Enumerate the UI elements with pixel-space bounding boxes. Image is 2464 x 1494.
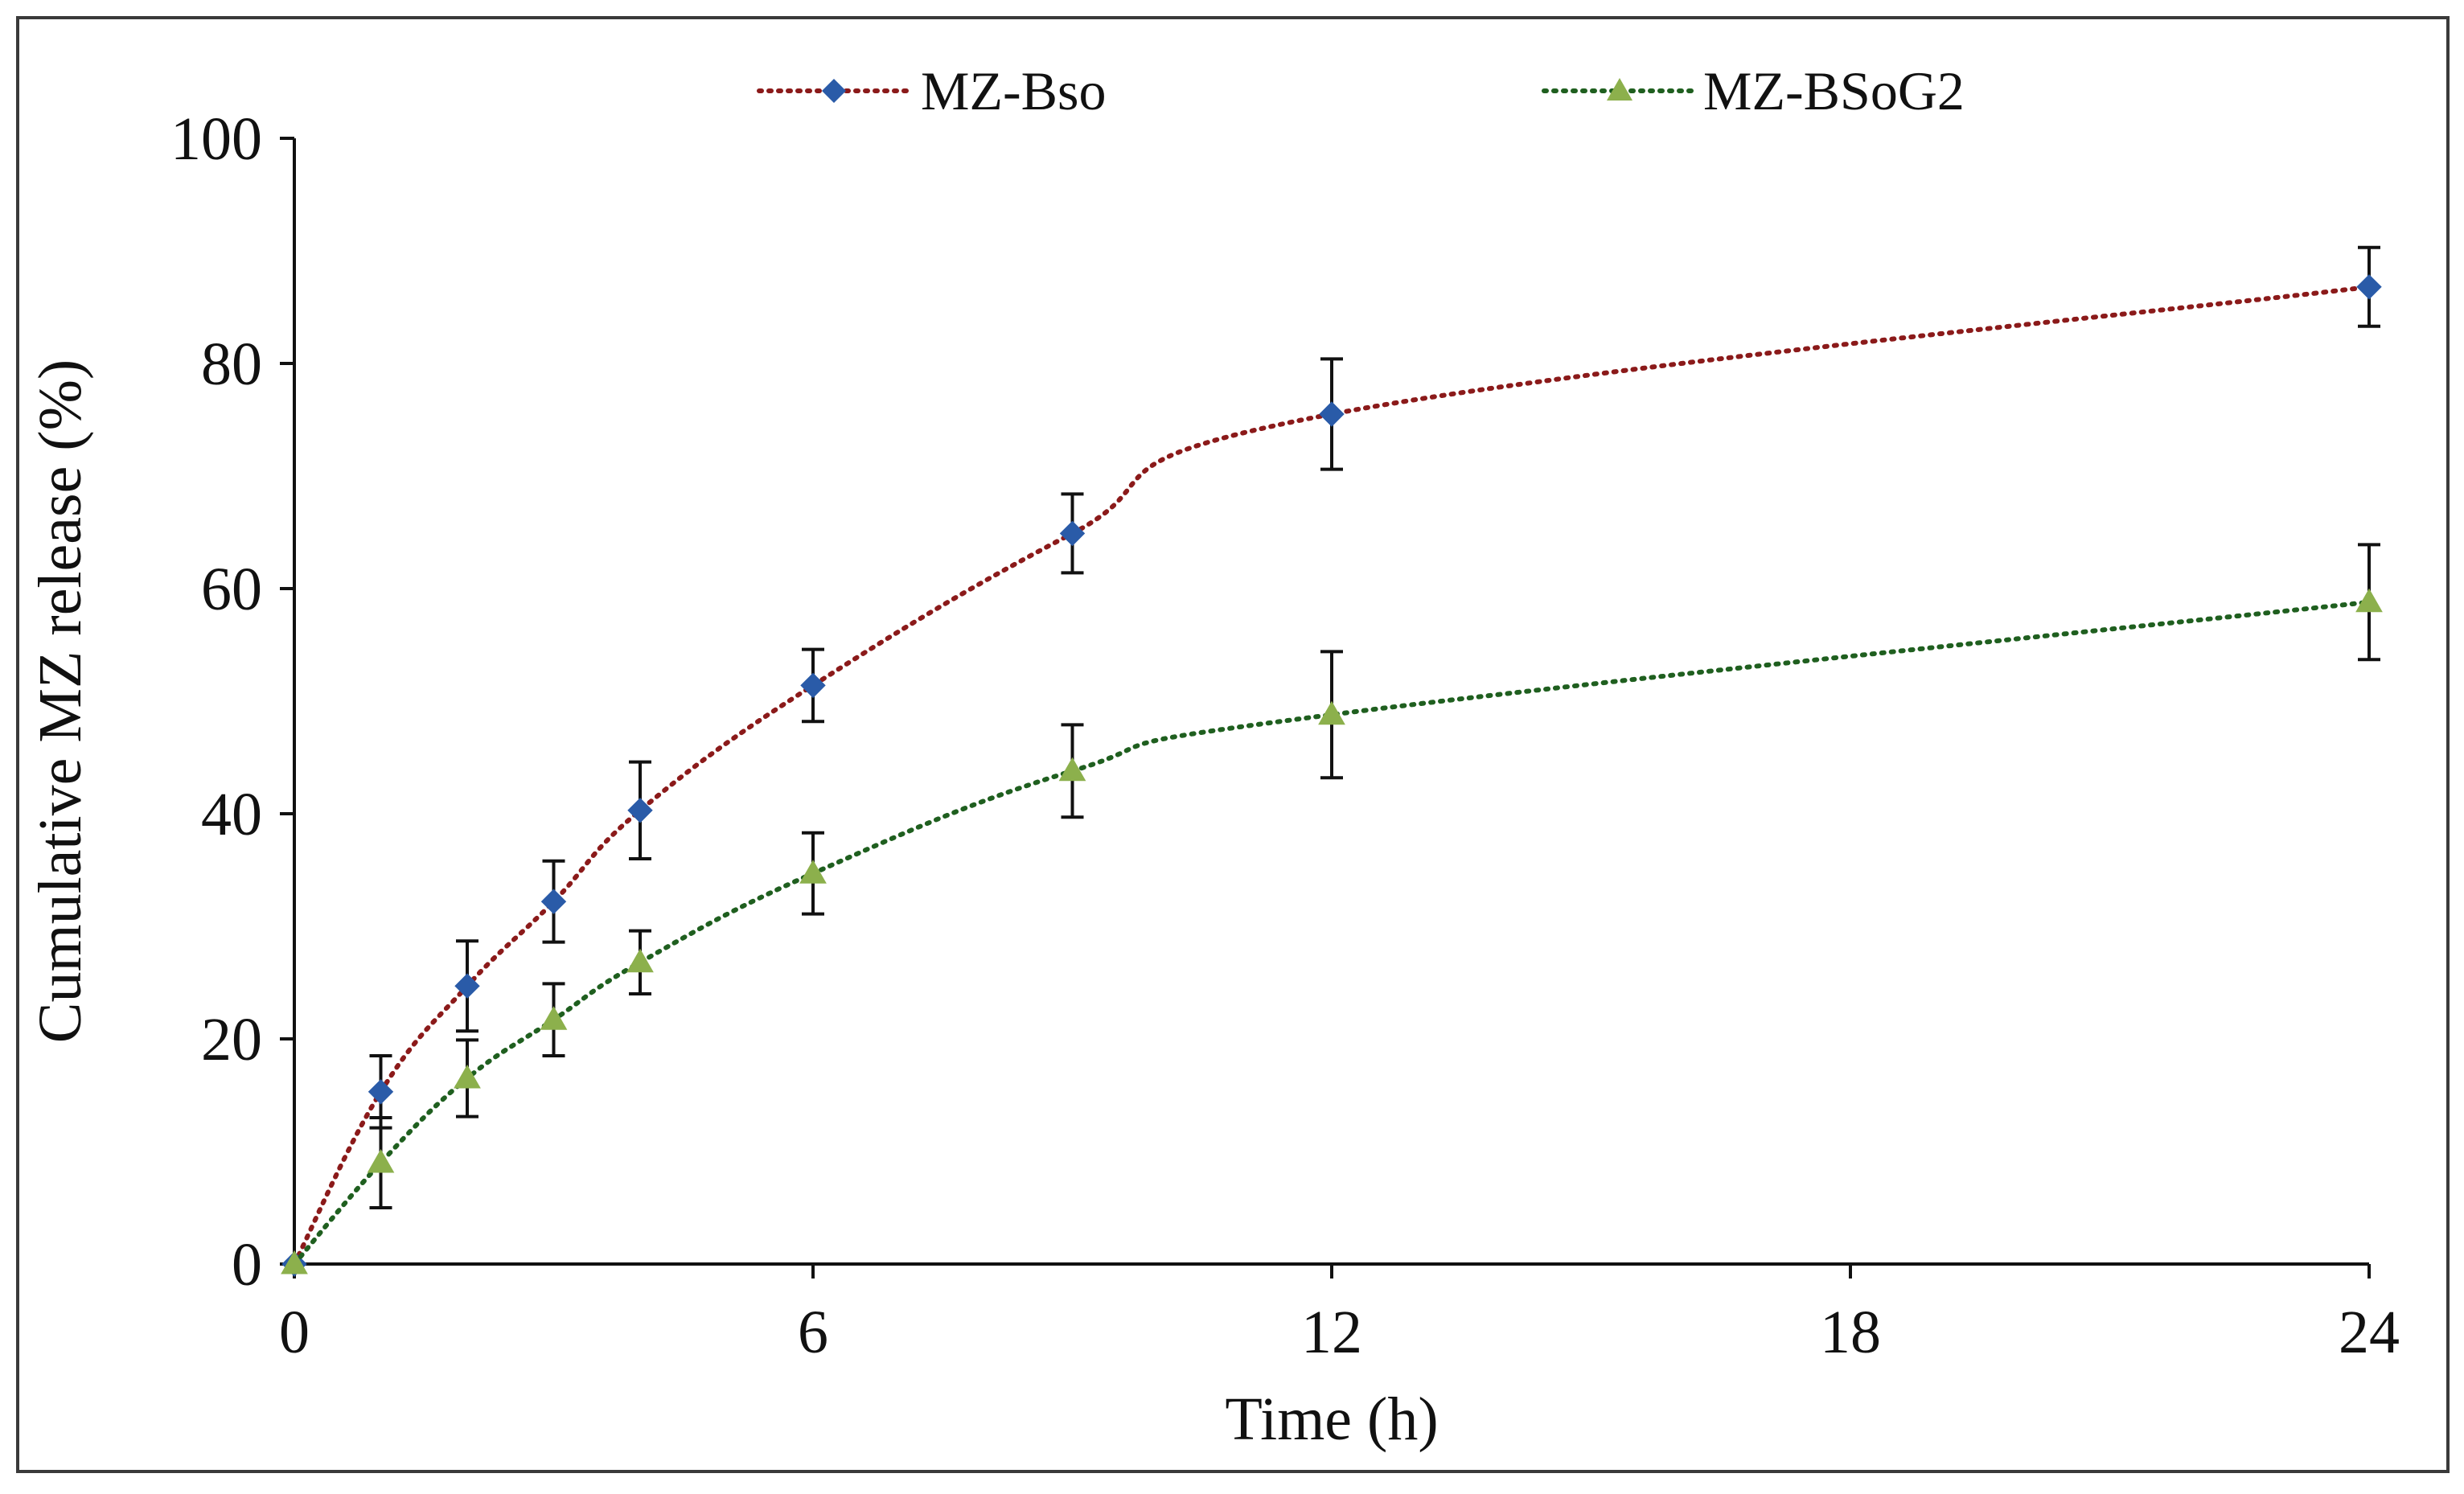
x-tick-label: 12 xyxy=(1301,1299,1362,1366)
series-mz-bsog2 xyxy=(281,543,2383,1274)
data-point-mz-bsog2 xyxy=(799,860,827,884)
legend-marker-mz-bsog2 xyxy=(1607,78,1632,101)
data-point-mz-bsog2 xyxy=(626,948,654,973)
y-tick-label: 0 xyxy=(232,1231,262,1299)
y-axis-ticks: 0 20 40 60 80 100 xyxy=(170,105,294,1299)
legend: MZ-Bso MZ-BSoG2 xyxy=(757,60,1965,121)
y-tick-label: 20 xyxy=(201,1006,262,1073)
data-point-mz-bso xyxy=(368,1079,394,1105)
y-tick-label: 40 xyxy=(201,781,262,848)
series-line-mz-bso xyxy=(292,284,2372,1266)
data-point-mz-bso xyxy=(2356,274,2382,300)
data-point-mz-bso xyxy=(1319,401,1345,427)
x-tick-label: 6 xyxy=(798,1299,828,1366)
data-point-mz-bso xyxy=(540,889,567,914)
data-point-mz-bso xyxy=(1059,520,1086,547)
data-point-mz-bso xyxy=(454,973,480,999)
data-point-mz-bsog2 xyxy=(1058,757,1086,782)
x-axis-ticks: 0 6 12 18 24 xyxy=(279,1264,2400,1366)
data-point-mz-bsog2 xyxy=(281,1250,308,1274)
legend-marker-mz-bso xyxy=(822,79,846,103)
x-axis-title: Time (h) xyxy=(1225,1385,1438,1453)
data-point-mz-bso xyxy=(800,672,826,699)
data-point-mz-bso xyxy=(627,798,653,823)
series-mz-bso xyxy=(281,245,2382,1277)
series-line-mz-bsog2 xyxy=(292,599,2372,1266)
data-point-mz-bsog2 xyxy=(1318,700,1345,725)
x-tick-label: 0 xyxy=(279,1299,310,1366)
legend-label-mz-bso: MZ-Bso xyxy=(921,60,1106,121)
y-axis-title: Cumulative MZ release (%) xyxy=(27,359,94,1043)
y-tick-label: 100 xyxy=(170,105,262,173)
data-point-mz-bsog2 xyxy=(540,1006,568,1030)
y-tick-label: 60 xyxy=(201,556,262,623)
data-point-mz-bsog2 xyxy=(2355,588,2383,613)
figure-frame xyxy=(16,16,2450,1473)
series-layer xyxy=(281,245,2383,1277)
data-point-mz-bsog2 xyxy=(367,1148,395,1173)
x-tick-label: 18 xyxy=(1820,1299,1881,1366)
legend-label-mz-bsog2: MZ-BSoG2 xyxy=(1703,60,1965,121)
x-tick-label: 24 xyxy=(2339,1299,2400,1366)
y-tick-label: 80 xyxy=(201,330,262,398)
data-point-mz-bsog2 xyxy=(454,1064,481,1089)
